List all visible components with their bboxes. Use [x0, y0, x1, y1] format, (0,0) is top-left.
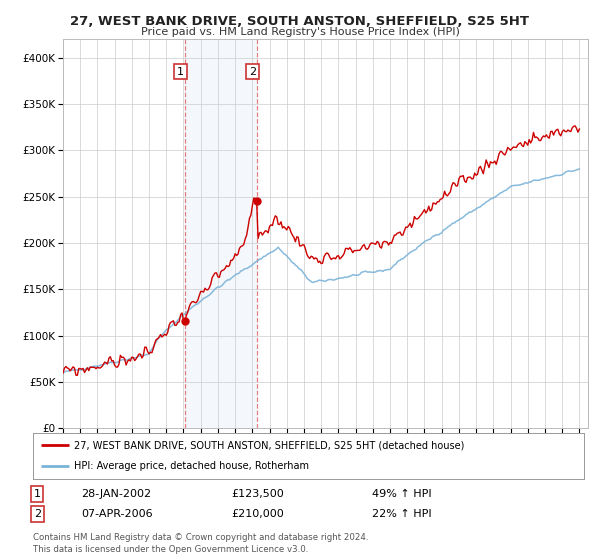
Text: HPI: Average price, detached house, Rotherham: HPI: Average price, detached house, Roth… [74, 461, 310, 472]
Text: £123,500: £123,500 [231, 489, 284, 499]
Text: 2: 2 [249, 67, 256, 77]
Text: 1: 1 [177, 67, 184, 77]
Bar [185, 39, 257, 428]
Text: 1: 1 [34, 489, 41, 499]
Text: 2: 2 [34, 509, 41, 519]
Text: 27, WEST BANK DRIVE, SOUTH ANSTON, SHEFFIELD, S25 5HT (detached house): 27, WEST BANK DRIVE, SOUTH ANSTON, SHEFF… [74, 440, 464, 450]
Text: Price paid vs. HM Land Registry's House Price Index (HPI): Price paid vs. HM Land Registry's House … [140, 27, 460, 37]
Text: Contains HM Land Registry data © Crown copyright and database right 2024.
This d: Contains HM Land Registry data © Crown c… [33, 533, 368, 554]
Text: 22% ↑ HPI: 22% ↑ HPI [372, 509, 431, 519]
Text: 07-APR-2006: 07-APR-2006 [81, 509, 152, 519]
Text: 49% ↑ HPI: 49% ↑ HPI [372, 489, 431, 499]
Text: 28-JAN-2002: 28-JAN-2002 [81, 489, 151, 499]
Text: £210,000: £210,000 [231, 509, 284, 519]
Text: 27, WEST BANK DRIVE, SOUTH ANSTON, SHEFFIELD, S25 5HT: 27, WEST BANK DRIVE, SOUTH ANSTON, SHEFF… [71, 15, 530, 27]
